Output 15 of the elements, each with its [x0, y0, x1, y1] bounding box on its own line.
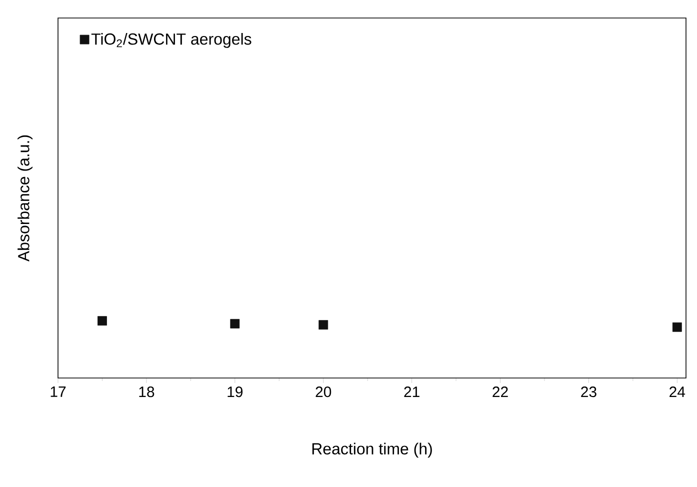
x-tick-label: 22 [492, 386, 508, 397]
point [230, 319, 240, 328]
x-tick-label: 18 [139, 386, 154, 398]
x-tick-label: 23 [581, 386, 596, 398]
y-axis-title: Absorbance (a.u.) [18, 135, 32, 262]
x-axis-title: Reaction time (h) [312, 442, 432, 458]
point [98, 316, 107, 326]
x-tick-label: 24 [670, 386, 686, 397]
x-tick-label: 17 [50, 386, 66, 397]
x-tick-label: 21 [404, 386, 420, 397]
point [318, 320, 328, 330]
point [672, 322, 682, 332]
x-tick-label: 19 [228, 386, 243, 398]
legend-label: TiO$_{2}$/SWCNT aerogels [91, 33, 252, 48]
x-tick-label: 20 [316, 386, 332, 398]
